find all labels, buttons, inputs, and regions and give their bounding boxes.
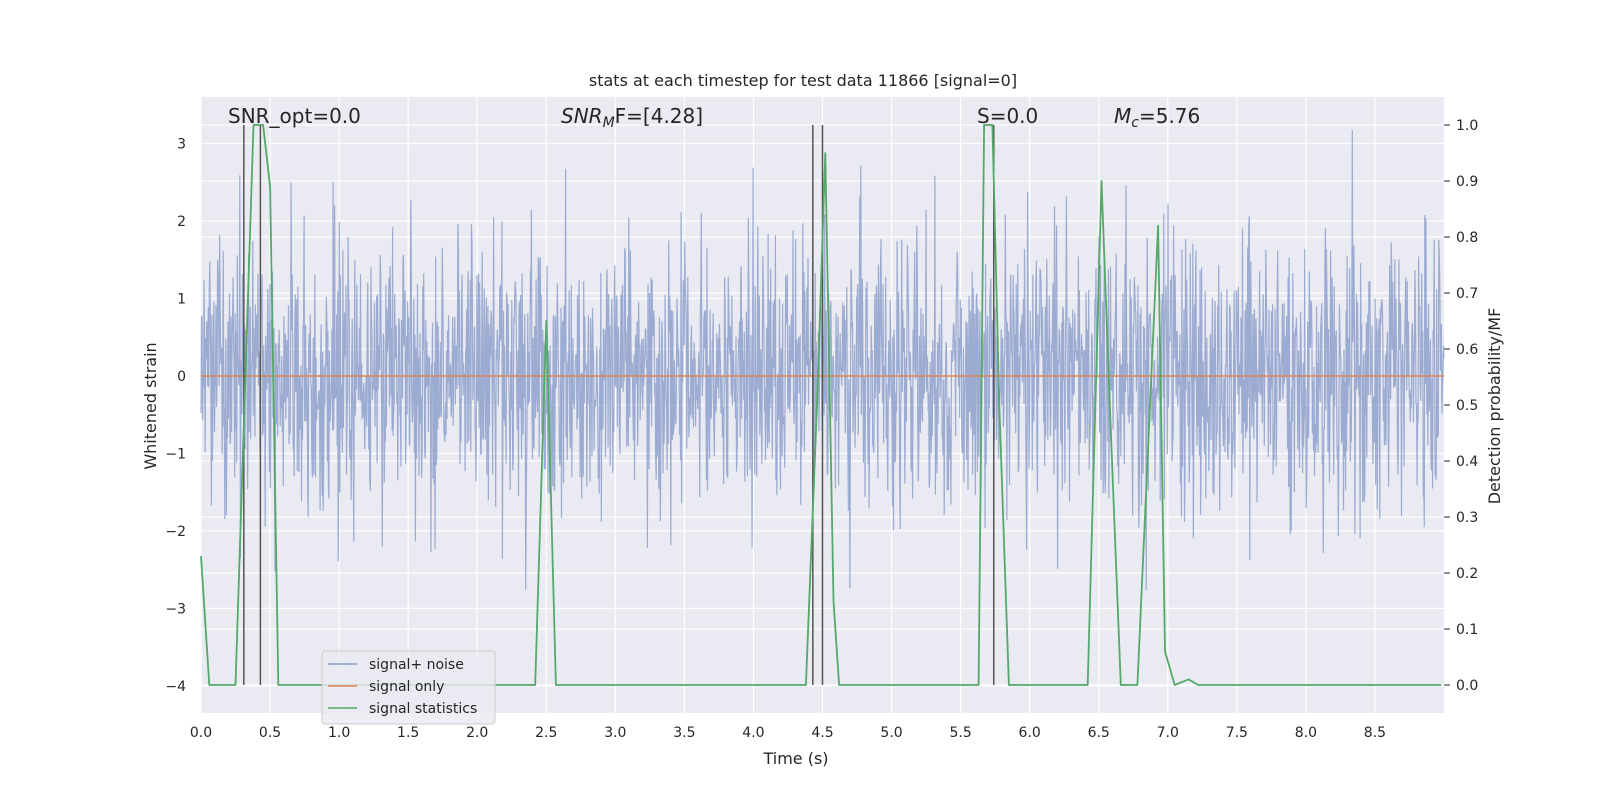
x-tick-label: 1.5 bbox=[397, 725, 419, 741]
legend-label-signal: signal only bbox=[369, 679, 444, 695]
y-tick-label-left: 1 bbox=[177, 291, 186, 307]
x-tick-label: 3.0 bbox=[604, 725, 626, 741]
y-tick-label-right: 0.1 bbox=[1456, 622, 1478, 638]
x-tick-label: 5.5 bbox=[949, 725, 971, 741]
annotation-mc-sub: c bbox=[1131, 115, 1139, 131]
y-tick-label-right: 0.8 bbox=[1456, 230, 1478, 246]
annotation-mc-base: M bbox=[1114, 104, 1131, 128]
x-axis-label: Time (s) bbox=[762, 749, 828, 768]
y-tick-label-right: 0.3 bbox=[1456, 510, 1478, 526]
annotation-mc: Mc=5.76 bbox=[1114, 104, 1200, 131]
y-tick-label-left: 0 bbox=[177, 369, 186, 385]
legend: signal+ noise signal only signal statist… bbox=[321, 650, 496, 725]
legend-label-noise: signal+ noise bbox=[369, 657, 464, 673]
y-tick-label-left: −3 bbox=[165, 601, 186, 617]
y-ticks-right: 1.0 0.9 0.8 0.7 0.6 0.5 0.4 0.3 0.2 0.1 0.0 bbox=[1444, 118, 1478, 694]
x-tick-label: 2.0 bbox=[466, 725, 488, 741]
annotation-snr-mf-rest: F=[4.28] bbox=[615, 104, 703, 128]
legend-box bbox=[321, 650, 496, 725]
x-tick-label: 7.0 bbox=[1157, 725, 1179, 741]
y-tick-label-right: 0.6 bbox=[1456, 342, 1478, 358]
x-tick-label: 3.5 bbox=[673, 725, 695, 741]
y-ticks-left: 3 2 1 0 −1 −2 −3 −4 bbox=[165, 136, 186, 694]
x-ticks: 0.0 0.5 1.0 1.5 2.0 2.5 3.0 3.5 4.0 4.5 5.0 5.5 6.0 6… bbox=[190, 725, 1386, 741]
legend-label-stats: signal statistics bbox=[369, 701, 477, 717]
stats-series bbox=[200, 124, 1442, 686]
annotation-snr-mf-sub: M bbox=[603, 115, 615, 131]
y-tick-label-right: 0.7 bbox=[1456, 286, 1478, 302]
annotation-snr-mf: SNRMF=[4.28] bbox=[561, 104, 703, 131]
chart-title: stats at each timestep for test data 118… bbox=[589, 71, 1017, 90]
x-tick-label: 6.0 bbox=[1019, 725, 1041, 741]
x-tick-label: 0.5 bbox=[259, 725, 281, 741]
x-tick-label: 8.0 bbox=[1295, 725, 1317, 741]
y-tick-label-left: −2 bbox=[165, 524, 186, 540]
y-tick-label-right: 0.9 bbox=[1456, 174, 1478, 190]
x-tick-label: 2.5 bbox=[535, 725, 557, 741]
x-tick-label: 1.0 bbox=[328, 725, 350, 741]
x-tick-label: 4.0 bbox=[742, 725, 764, 741]
y-tick-label-right: 0.4 bbox=[1456, 454, 1478, 470]
x-tick-label: 7.5 bbox=[1226, 725, 1248, 741]
y-tick-label-right: 0.2 bbox=[1456, 566, 1478, 582]
annotation-mc-rest: =5.76 bbox=[1139, 104, 1200, 128]
y-tick-label-left: 3 bbox=[177, 136, 186, 152]
y-tick-label-right: 1.0 bbox=[1456, 118, 1478, 134]
x-tick-label: 0.0 bbox=[190, 725, 212, 741]
y-tick-label-right: 0.0 bbox=[1456, 678, 1478, 694]
x-tick-label: 5.0 bbox=[880, 725, 902, 741]
stats-line bbox=[200, 124, 1442, 686]
x-tick-label: 8.5 bbox=[1364, 725, 1386, 741]
y-tick-label-left: −1 bbox=[165, 446, 186, 462]
y-tick-label-left: 2 bbox=[177, 214, 186, 230]
y-tick-label-left: −4 bbox=[165, 679, 186, 695]
x-tick-label: 6.5 bbox=[1088, 725, 1110, 741]
y-axis-label-right: Detection probability/MF bbox=[1485, 308, 1504, 505]
annotation-snr-mf-base: SNR bbox=[561, 104, 603, 128]
y-tick-label-right: 0.5 bbox=[1456, 398, 1478, 414]
annotation-s-stat: S=0.0 bbox=[977, 104, 1038, 128]
annotation-snr-opt: SNR_opt=0.0 bbox=[228, 104, 361, 128]
y-axis-label-left: Whitened strain bbox=[141, 342, 160, 469]
x-tick-label: 4.5 bbox=[811, 725, 833, 741]
